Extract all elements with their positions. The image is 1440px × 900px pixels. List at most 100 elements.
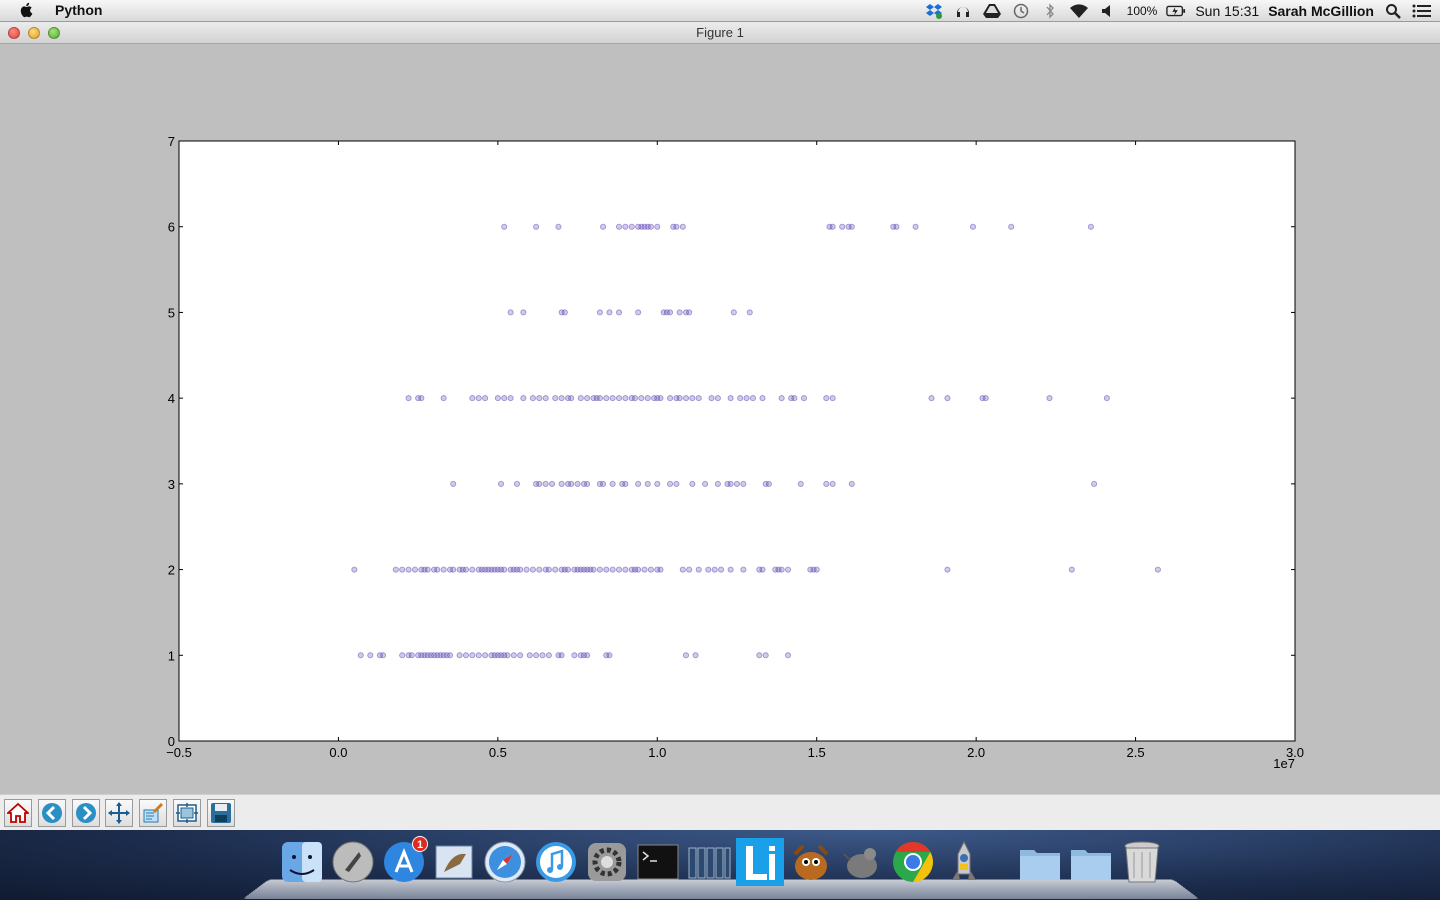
dock-safari[interactable] <box>481 838 529 886</box>
dock-python-launcher[interactable] <box>940 838 988 886</box>
dropbox-icon[interactable] <box>924 3 944 19</box>
scatter-point <box>788 395 795 402</box>
scatter-point <box>440 652 447 659</box>
scatter-point <box>616 566 623 573</box>
volume-icon[interactable] <box>1098 3 1118 19</box>
battery-percentage[interactable]: 100% <box>1126 4 1158 18</box>
dock-terminal[interactable] <box>634 838 682 886</box>
x-tick-label: 1.5 <box>808 745 826 760</box>
dock-trash[interactable] <box>1118 838 1166 886</box>
scatter-point <box>555 223 562 230</box>
y-tick-label: 0 <box>168 734 175 749</box>
scatter-point <box>421 566 428 573</box>
x-tick-label: 1.0 <box>648 745 666 760</box>
dock-launchpad[interactable] <box>329 838 377 886</box>
dock-system-preferences[interactable] <box>583 838 631 886</box>
scatter-point <box>705 566 712 573</box>
scatter-point <box>399 566 406 573</box>
folder-icon <box>1071 850 1111 880</box>
scatter-point <box>596 480 603 487</box>
scatter-point <box>676 395 683 402</box>
scatter-point <box>533 223 540 230</box>
dock-python-idle[interactable] <box>838 838 886 886</box>
scatter-point <box>488 652 495 659</box>
pan-button[interactable] <box>105 799 133 827</box>
scatter-point <box>529 566 536 573</box>
scatter-point <box>494 652 501 659</box>
scatter-point <box>823 480 830 487</box>
scatter-point <box>367 652 374 659</box>
dock-folder-1[interactable] <box>1016 838 1064 886</box>
scatter-point <box>890 223 897 230</box>
scatter-point <box>558 652 565 659</box>
dock-finder[interactable] <box>278 838 326 886</box>
scatter-point <box>737 395 744 402</box>
bluetooth-icon[interactable] <box>1040 3 1060 19</box>
scatter-point <box>475 566 482 573</box>
scatter-point <box>577 395 584 402</box>
scatter-point <box>711 566 718 573</box>
battery-icon[interactable] <box>1166 3 1186 19</box>
scatter-point <box>638 223 645 230</box>
time-machine-icon[interactable] <box>1011 3 1031 19</box>
launchpad-icon <box>332 841 374 883</box>
scatter-point <box>526 652 533 659</box>
spotlight-icon[interactable] <box>1383 3 1403 19</box>
scatter-point <box>501 395 508 402</box>
dock-chrome[interactable] <box>889 838 937 886</box>
apple-menu-icon[interactable] <box>18 1 36 19</box>
menubar-clock[interactable]: Sun 15:31 <box>1195 3 1260 19</box>
scatter-point <box>510 652 517 659</box>
minimize-window-button[interactable] <box>28 27 40 39</box>
app-name-menu[interactable]: Python <box>55 2 103 18</box>
drive-icon[interactable] <box>982 3 1002 19</box>
scatter-point <box>667 480 674 487</box>
notification-center-icon[interactable] <box>1412 3 1432 19</box>
dock-itunes[interactable] <box>532 838 580 886</box>
figure-canvas[interactable]: −0.5 0.0 0.5 1.0 1.5 2.0 2.5 3.0 0 1 2 3 4 5 6 7 1e7 <box>0 44 1440 794</box>
scatter-point <box>501 223 508 230</box>
dock-activity-monitor[interactable] <box>685 838 733 886</box>
scatter-point <box>673 395 680 402</box>
home-button[interactable] <box>4 799 32 827</box>
dock-li[interactable] <box>736 838 784 886</box>
dock-app-store[interactable]: 1 <box>380 836 428 886</box>
scatter-point <box>823 395 830 402</box>
scatter-point <box>660 309 667 316</box>
zoom-window-button[interactable] <box>48 27 60 39</box>
scatter-point <box>679 223 686 230</box>
scatter-point <box>663 309 670 316</box>
headphones-icon[interactable] <box>953 3 973 19</box>
scatter-point <box>692 652 699 659</box>
scatter-point <box>584 566 591 573</box>
li-icon <box>736 838 784 886</box>
zoom-button[interactable] <box>139 799 167 827</box>
chrome-icon <box>893 842 933 882</box>
scatter-point <box>619 480 626 487</box>
scatter-point <box>513 566 520 573</box>
scatter-point <box>603 652 610 659</box>
wifi-icon[interactable] <box>1069 3 1089 19</box>
scatter-point <box>944 566 951 573</box>
scatter-point <box>829 480 836 487</box>
scatter-point <box>724 480 731 487</box>
scatter-point <box>418 566 425 573</box>
menubar-user[interactable]: Sarah McGillion <box>1268 3 1374 19</box>
subplots-button[interactable] <box>173 799 201 827</box>
save-button[interactable] <box>207 799 235 827</box>
scatter-point <box>351 566 358 573</box>
close-window-button[interactable] <box>8 27 20 39</box>
scatter-point <box>491 566 498 573</box>
scatter-point <box>756 566 763 573</box>
scatter-point <box>431 652 438 659</box>
scatter-point <box>606 652 613 659</box>
back-button[interactable] <box>38 799 66 827</box>
y-tick-label: 4 <box>168 391 175 406</box>
scatter-point <box>440 395 447 402</box>
dock-folder-2[interactable] <box>1067 838 1115 886</box>
mail-icon <box>435 845 473 879</box>
dock-mail[interactable] <box>430 838 478 886</box>
dock-gimp[interactable] <box>787 838 835 886</box>
forward-button[interactable] <box>72 799 100 827</box>
safari-icon <box>484 841 526 883</box>
